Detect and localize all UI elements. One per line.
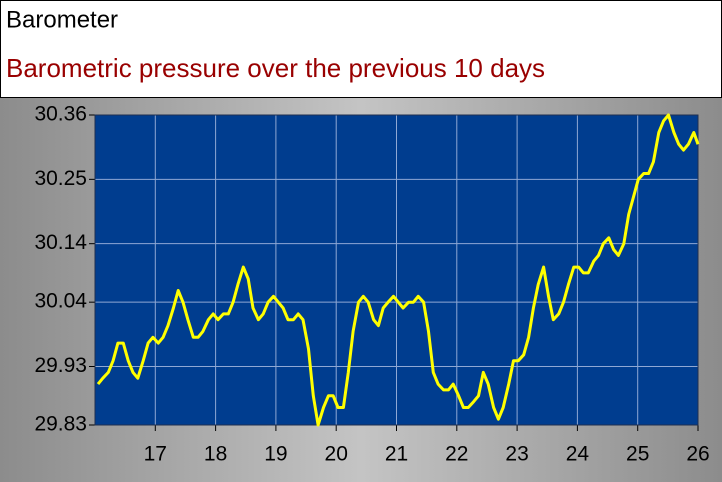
chart-subtitle: Barometric pressure over the previous 10… (6, 53, 545, 83)
x-tick-label: 24 (566, 443, 590, 466)
x-tick-label: 17 (144, 443, 167, 466)
x-tick-label: 23 (505, 443, 528, 466)
y-tick-label: 30.25 (34, 167, 87, 190)
x-tick-label: 20 (325, 443, 348, 466)
y-tick-label: 30.36 (34, 103, 87, 126)
chart-title: Barometer (6, 6, 118, 33)
data-line (96, 113, 700, 427)
x-tick-label: 21 (385, 443, 408, 466)
x-tick-label: 18 (204, 443, 227, 466)
y-tick-label: 30.04 (34, 290, 87, 313)
y-tick-label: 29.83 (34, 413, 87, 436)
y-tick-label: 29.93 (34, 354, 87, 377)
x-tick-label: 26 (686, 443, 709, 466)
y-tick-label: 30.14 (34, 231, 87, 254)
plot-border (94, 114, 699, 426)
x-tick-label: 22 (445, 443, 468, 466)
x-tick-label: 25 (626, 443, 649, 466)
x-tick-label: 19 (264, 443, 287, 466)
header (0, 0, 722, 98)
